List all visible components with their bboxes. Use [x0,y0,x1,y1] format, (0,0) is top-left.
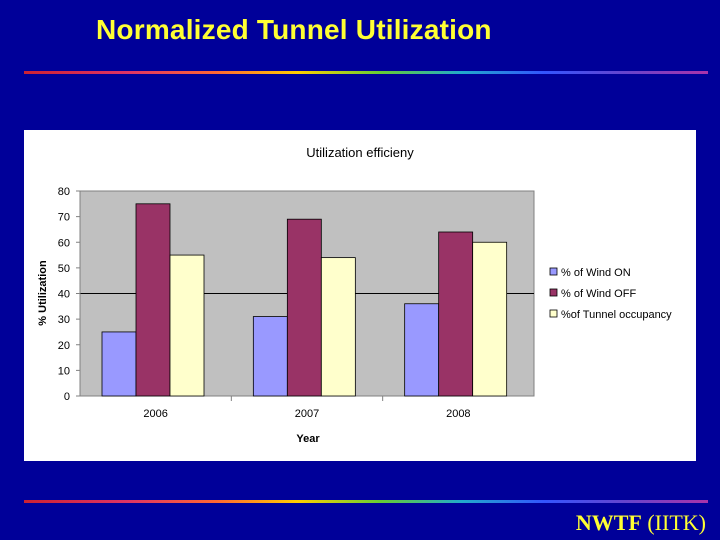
x-tick-label: 2007 [295,408,319,420]
y-tick-label: 70 [58,212,70,224]
legend-label: % of Wind ON [561,267,631,279]
y-tick-label: 30 [58,314,70,326]
footer-divider [24,500,708,503]
x-axis-ticks: 2006 2007 2008 [143,396,471,420]
bar-2008-series-1 [404,303,440,397]
y-tick-label: 0 [64,391,70,403]
footer: NWTF (IITK) [576,510,706,536]
chart-panel: Utilization efficieny 0 10 20 30 40 50 60 70 80 … [24,130,696,461]
y-tick-label: 50 [58,263,70,275]
legend-label: %of Tunnel occupancy [561,309,672,321]
y-tick-label: 60 [58,237,70,249]
footer-institute: (IITK) [641,510,706,535]
y-tick-label: 80 [58,186,70,198]
y-axis-label: % Utilization [37,260,49,326]
x-tick-label: 2006 [143,408,167,420]
bar-2006-series-2 [135,203,171,397]
y-tick-label: 40 [58,289,70,301]
legend-swatch [549,288,558,297]
bars [101,203,508,397]
y-axis-ticks: 0 10 20 30 40 50 60 70 80 [58,186,81,403]
slide-title: Normalized Tunnel Utilization [96,14,492,45]
y-tick-label: 10 [58,365,70,377]
y-tick-label: 20 [58,340,70,352]
bar-2006-series-1 [101,331,137,397]
bar-2008-series-3 [472,241,508,397]
legend-swatch [549,267,558,276]
title-divider [24,71,708,74]
bar-2007-series-2 [286,218,322,397]
footer-org: NWTF [575,510,642,535]
x-tick-label: 2008 [446,408,470,420]
bar-2008-series-2 [438,231,474,397]
bar-2007-series-3 [320,257,356,397]
legend: % of Wind ON % of Wind OFF %of Tunnel occu… [549,267,672,321]
chart-title: Utilization efficieny [306,145,414,160]
x-axis-label: Year [296,433,320,445]
bar-2007-series-1 [252,316,288,397]
bar-2006-series-3 [169,254,205,397]
legend-swatch [549,309,558,318]
legend-label: % of Wind OFF [561,288,636,300]
bar-chart: Utilization efficieny 01020304050607080 … [37,145,672,445]
